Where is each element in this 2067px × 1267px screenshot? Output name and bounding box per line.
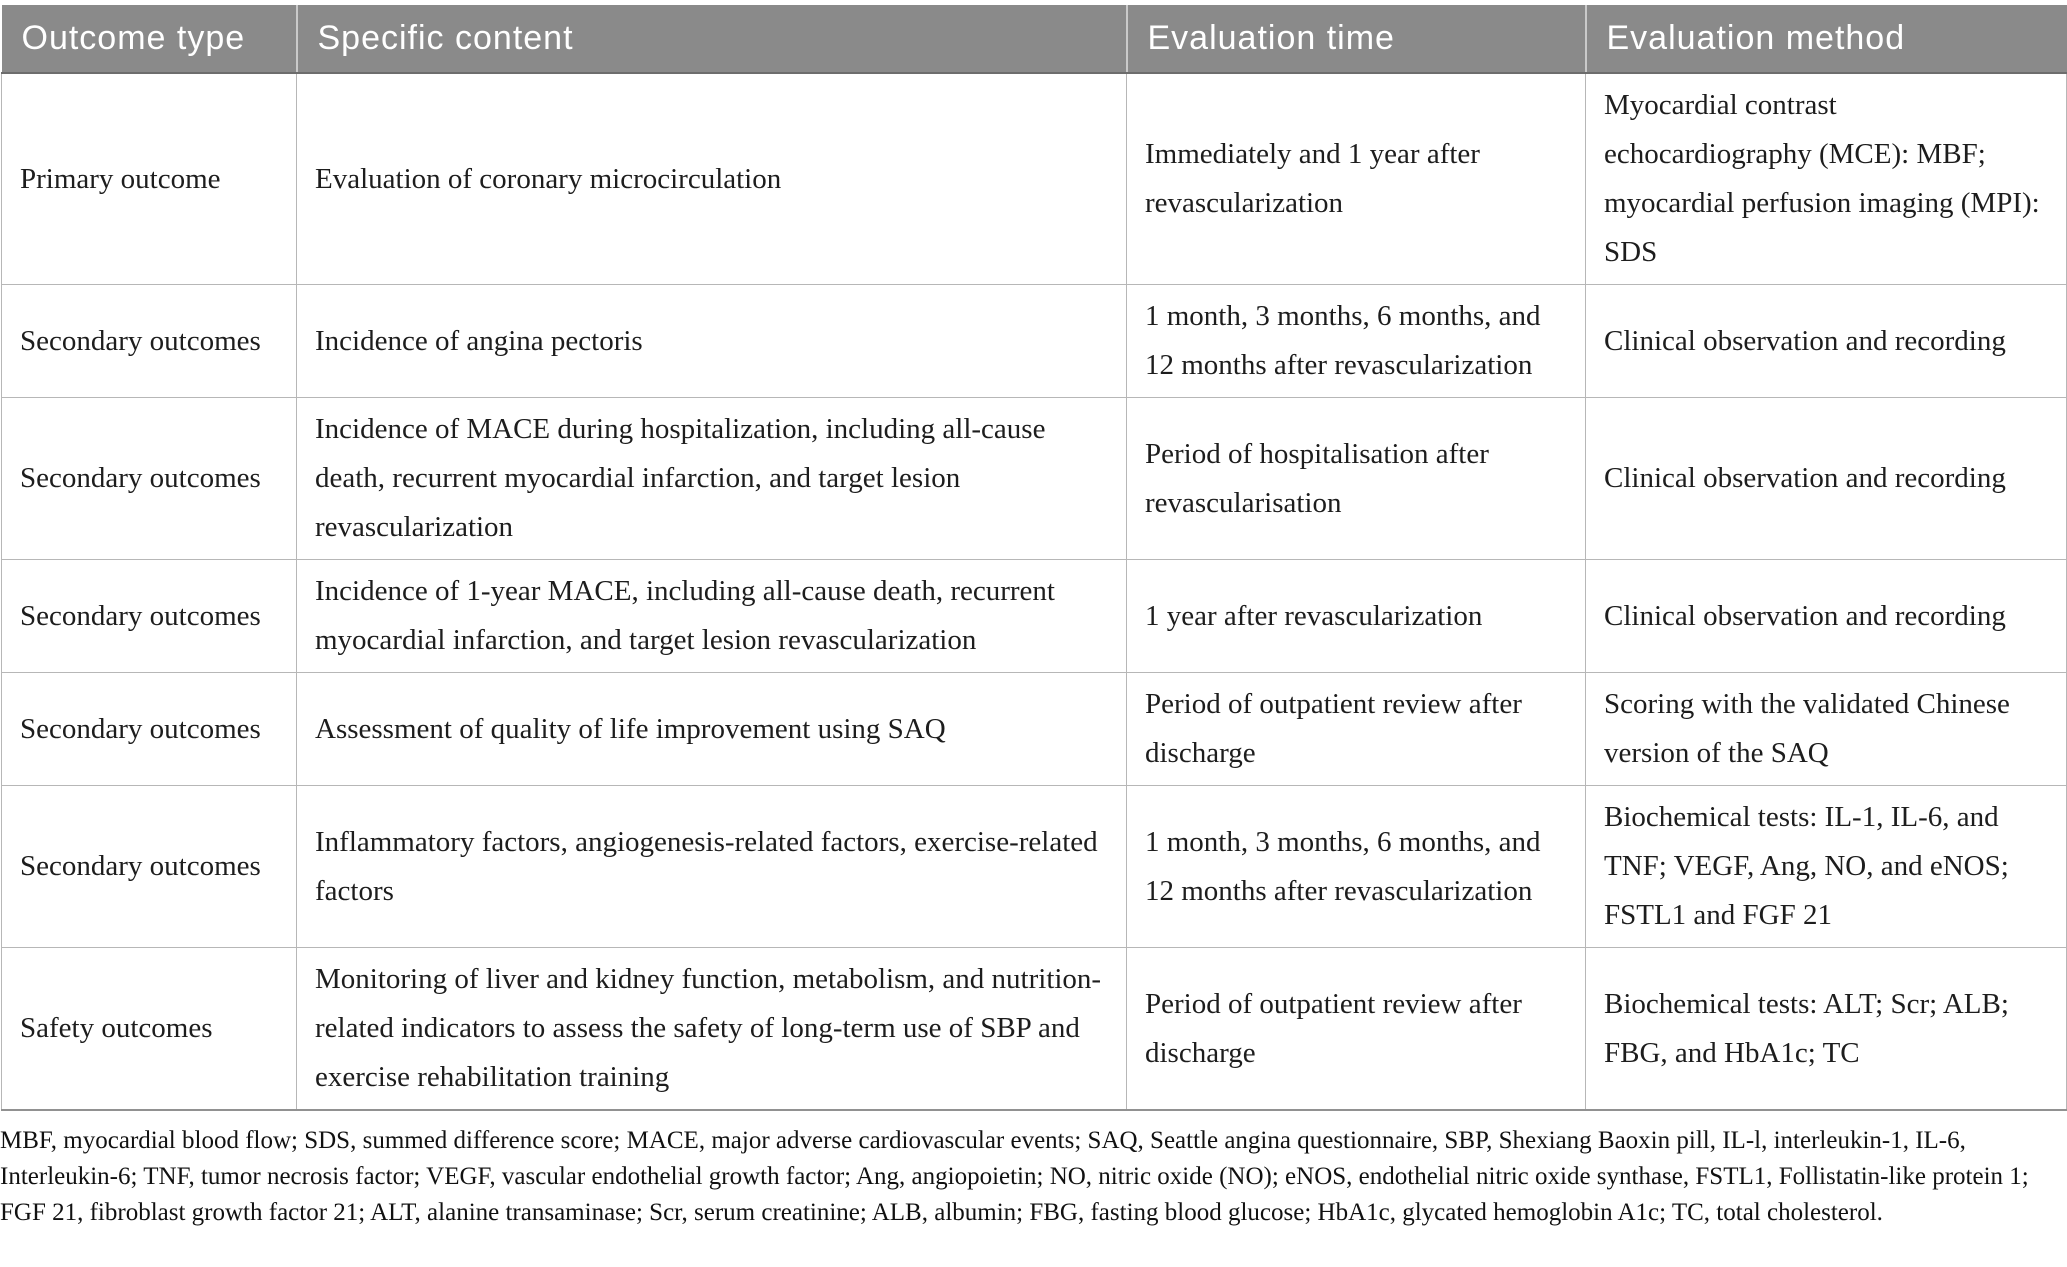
outcome-type-cell: Secondary outcomes <box>1 672 297 786</box>
table-row: Safety outcomes Monitoring of liver and … <box>1 947 2067 1111</box>
specific-content-cell: Incidence of 1-year MACE, including all-… <box>296 559 1127 673</box>
evaluation-time-cell: 1 year after revascularization <box>1126 559 1586 673</box>
outcome-type-cell: Secondary outcomes <box>1 785 297 948</box>
table-row: Secondary outcomes Assessment of quality… <box>1 672 2067 786</box>
outcome-type-cell: Secondary outcomes <box>1 284 297 398</box>
table-header: Outcome type Specific content Evaluation… <box>1 5 2067 74</box>
specific-content-cell: Inflammatory factors, angiogenesis-relat… <box>296 785 1127 948</box>
evaluation-method-cell: Biochemical tests: ALT; Scr; ALB; FBG, a… <box>1585 947 2067 1111</box>
column-header-evaluation-time: Evaluation time <box>1125 5 1586 74</box>
evaluation-time-cell: Immediately and 1 year after revasculari… <box>1126 72 1586 285</box>
evaluation-method-cell: Clinical observation and recording <box>1585 397 2067 560</box>
evaluation-method-cell: Clinical observation and recording <box>1585 559 2067 673</box>
evaluation-time-cell: Period of hospitalisation after revascul… <box>1126 397 1586 560</box>
specific-content-cell: Assessment of quality of life improvemen… <box>296 672 1127 786</box>
outcome-type-cell: Secondary outcomes <box>1 559 297 673</box>
specific-content-cell: Monitoring of liver and kidney function,… <box>296 947 1127 1111</box>
evaluation-time-cell: Period of outpatient review after discha… <box>1126 672 1586 786</box>
table-row: Secondary outcomes Incidence of MACE dur… <box>1 397 2067 560</box>
outcome-type-cell: Secondary outcomes <box>1 397 297 560</box>
table-body: Primary outcome Evaluation of coronary m… <box>1 72 2067 1111</box>
evaluation-time-cell: 1 month, 3 months, 6 months, and 12 mont… <box>1126 785 1586 948</box>
table-row: Secondary outcomes Inflammatory factors,… <box>1 785 2067 948</box>
outcome-type-cell: Safety outcomes <box>1 947 297 1111</box>
header-row: Outcome type Specific content Evaluation… <box>1 5 2067 74</box>
outcomes-table: Outcome type Specific content Evaluation… <box>1 5 2067 1111</box>
column-header-specific-content: Specific content <box>295 5 1127 74</box>
evaluation-method-cell: Myocardial contrast echocardiography (MC… <box>1585 72 2067 285</box>
outcome-type-cell: Primary outcome <box>1 72 297 285</box>
table-row: Primary outcome Evaluation of coronary m… <box>1 72 2067 285</box>
evaluation-method-cell: Scoring with the validated Chinese versi… <box>1585 672 2067 786</box>
evaluation-method-cell: Biochemical tests: IL-1, IL-6, and TNF; … <box>1585 785 2067 948</box>
specific-content-cell: Incidence of angina pectoris <box>296 284 1127 398</box>
table-row: Secondary outcomes Incidence of angina p… <box>1 284 2067 398</box>
table-row: Secondary outcomes Incidence of 1-year M… <box>1 559 2067 673</box>
column-header-outcome-type: Outcome type <box>1 5 297 74</box>
specific-content-cell: Evaluation of coronary microcirculation <box>296 72 1127 285</box>
specific-content-cell: Incidence of MACE during hospitalization… <box>296 397 1127 560</box>
evaluation-time-cell: 1 month, 3 months, 6 months, and 12 mont… <box>1126 284 1586 398</box>
column-header-evaluation-method: Evaluation method <box>1584 5 2067 74</box>
evaluation-time-cell: Period of outpatient review after discha… <box>1126 947 1586 1111</box>
table-footnote: MBF, myocardial blood flow; SDS, summed … <box>0 1127 2029 1226</box>
evaluation-method-cell: Clinical observation and recording <box>1585 284 2067 398</box>
